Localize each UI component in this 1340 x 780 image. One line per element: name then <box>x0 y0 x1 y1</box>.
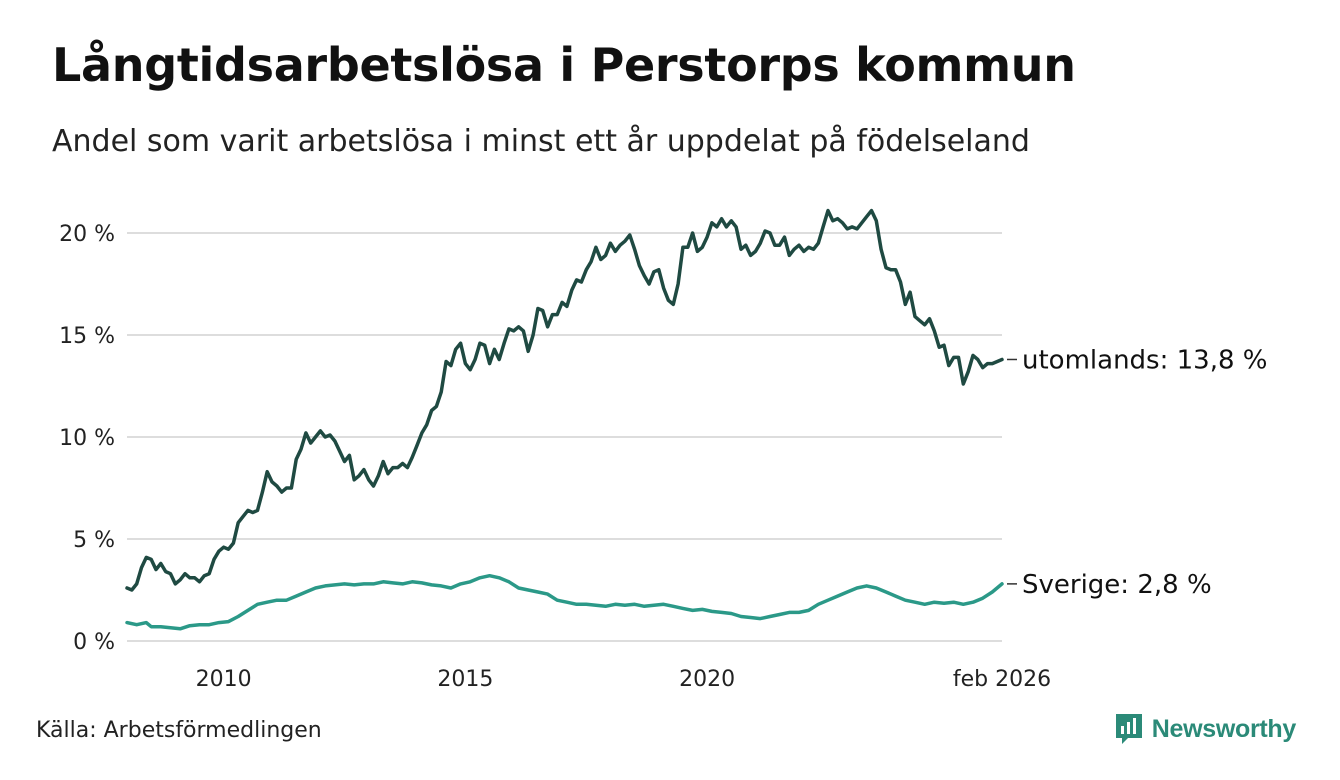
x-tick-label: 2010 <box>196 667 252 692</box>
x-tick-label: feb 2026 <box>953 667 1051 692</box>
y-tick-label: 20 % <box>59 222 115 247</box>
chart-title: Långtidsarbetslösa i Perstorps kommun <box>52 38 1076 92</box>
series-end-label: Sverige: 2,8 % <box>1022 570 1212 600</box>
y-tick-label: 15 % <box>59 324 115 349</box>
series-line-sverige <box>125 573 1004 631</box>
series-line-utomlands <box>125 208 1004 592</box>
series-end-label: utomlands: 13,8 % <box>1022 345 1267 375</box>
brand-name: Newsworthy <box>1151 714 1297 743</box>
source-note: Källa: Arbetsförmedlingen <box>36 718 322 743</box>
newsworthy-logo-icon <box>1115 714 1142 744</box>
brand[interactable]: Newsworthy <box>1114 712 1296 746</box>
y-tick-label: 0 % <box>73 630 115 655</box>
y-tick-label: 5 % <box>73 528 115 553</box>
y-tick-label: 10 % <box>59 426 115 451</box>
chart-subtitle: Andel som varit arbetslösa i minst ett å… <box>52 124 1030 159</box>
x-tick-label: 2020 <box>679 667 735 692</box>
x-tick-label: 2015 <box>437 667 493 692</box>
